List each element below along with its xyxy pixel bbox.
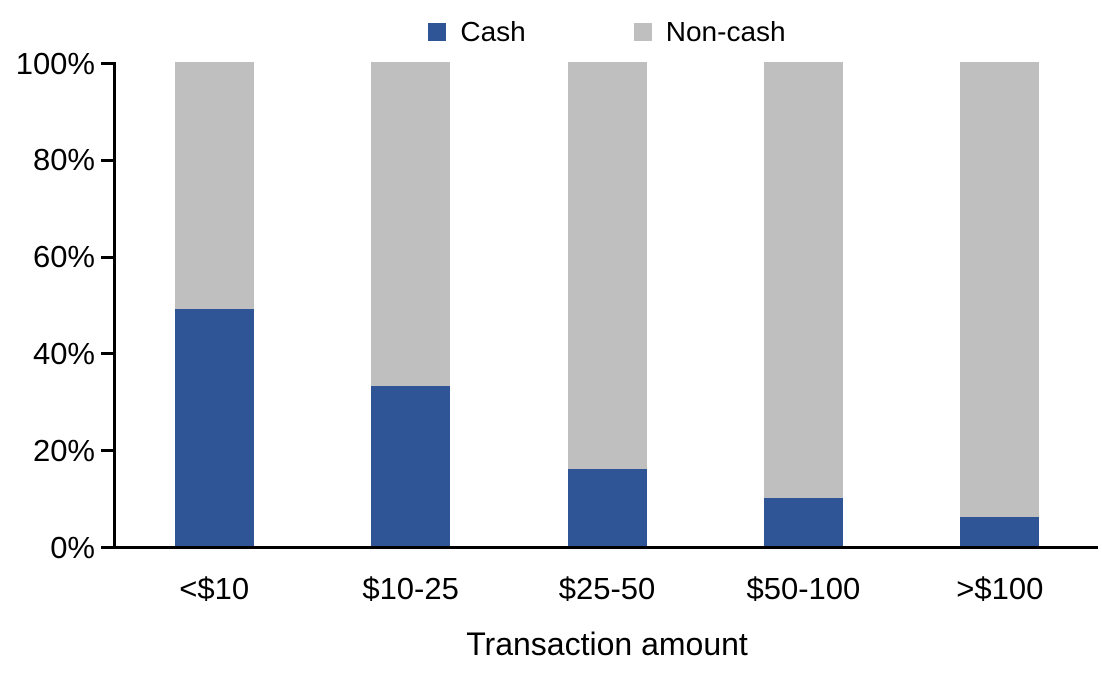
- y-axis-tick: [101, 255, 114, 259]
- legend-label-non-cash: Non-cash: [665, 16, 786, 47]
- non-cash-segment: [174, 62, 254, 309]
- y-tick-label: 80%: [32, 142, 95, 178]
- x-category-label: >$100: [956, 571, 1044, 606]
- bar-group-3: [763, 62, 843, 546]
- non-cash-segment: [763, 62, 843, 498]
- non-cash-segment: [371, 62, 451, 387]
- y-tick-label: 0%: [50, 529, 95, 565]
- bar-group-2: [567, 62, 647, 546]
- bar-group-0: [174, 62, 254, 546]
- cash-segment: [763, 497, 843, 546]
- y-axis-tick: [101, 352, 114, 356]
- x-category-label: $25-50: [558, 571, 656, 606]
- cash-segment: [567, 468, 647, 546]
- cash-segment: [174, 308, 254, 546]
- x-category-label: $10-25: [362, 571, 459, 606]
- y-axis-tick: [101, 449, 114, 453]
- x-category-label: <$10: [179, 571, 250, 606]
- cash-swatch-icon: [428, 23, 447, 41]
- non-cash-segment: [960, 62, 1040, 517]
- y-tick-label: 40%: [32, 335, 95, 371]
- y-axis-tick: [101, 62, 114, 65]
- non-cash-swatch-icon: [633, 23, 652, 41]
- y-tick-label: 60%: [32, 239, 95, 275]
- y-tick-label: 100%: [15, 45, 95, 81]
- legend-label-cash: Cash: [460, 16, 526, 47]
- bar-group-4: [960, 62, 1040, 546]
- plot-area: [113, 62, 1098, 549]
- legend: Cash Non-cash: [116, 12, 1098, 52]
- legend-item-non-cash: Non-cash: [633, 15, 786, 49]
- x-category-label: $50-100: [746, 571, 861, 606]
- cash-segment: [960, 516, 1040, 546]
- y-axis-tick: [101, 546, 114, 549]
- non-cash-segment: [567, 62, 647, 469]
- y-axis-tick: [101, 158, 114, 162]
- legend-item-cash: Cash: [428, 15, 526, 49]
- x-axis-title: Transaction amount: [466, 626, 748, 662]
- y-tick-label: 20%: [32, 432, 95, 468]
- cash-segment: [371, 386, 451, 546]
- bar-group-1: [371, 62, 451, 546]
